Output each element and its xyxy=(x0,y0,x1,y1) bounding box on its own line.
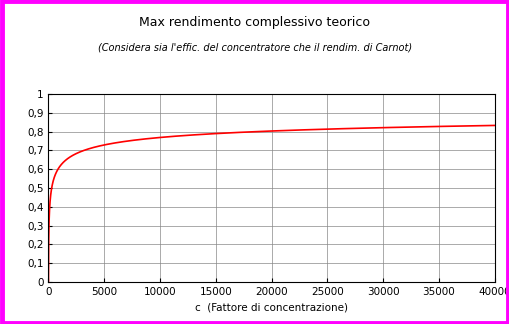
Text: (Considera sia l'effic. del concentratore che il rendim. di Carnot): (Considera sia l'effic. del concentrator… xyxy=(98,42,411,52)
Text: Max rendimento complessivo teorico: Max rendimento complessivo teorico xyxy=(139,16,370,29)
X-axis label: c  (Fattore di concentrazione): c (Fattore di concentrazione) xyxy=(195,302,348,312)
